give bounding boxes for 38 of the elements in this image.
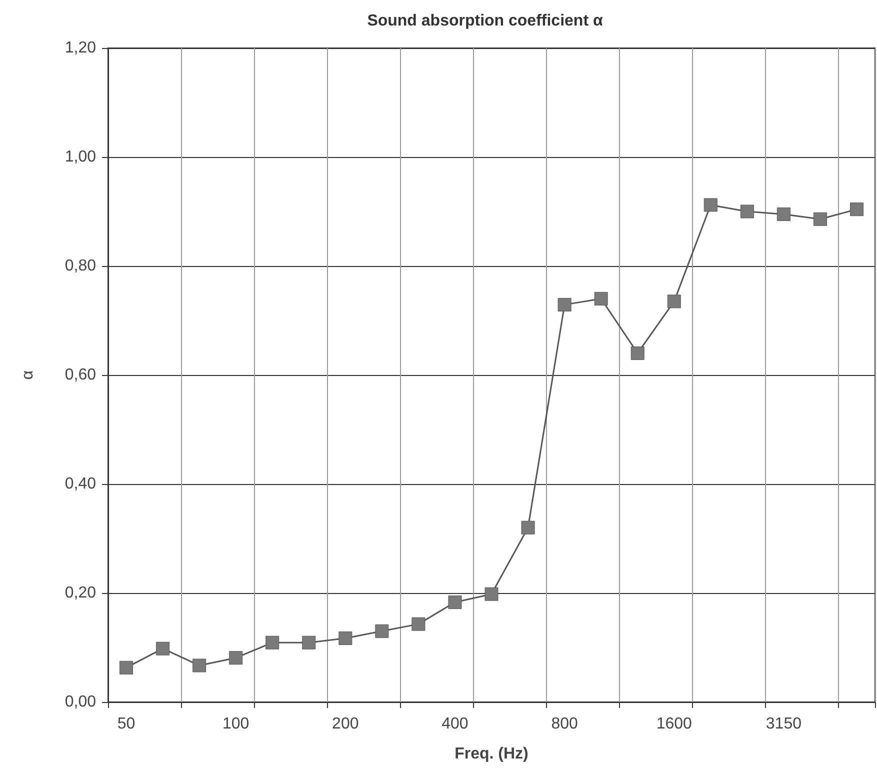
point	[448, 596, 462, 610]
x-tick-label: 3150	[766, 716, 802, 732]
point	[266, 636, 280, 650]
x-tick-label: 400	[442, 716, 468, 732]
point	[813, 212, 827, 226]
chart-title: Sound absorption coefficient α	[367, 12, 603, 30]
point	[704, 198, 718, 212]
y-tick-label: 0,40	[64, 476, 96, 492]
x-tick-label: 100	[222, 716, 250, 732]
point	[375, 624, 389, 638]
point	[120, 660, 134, 674]
point	[776, 207, 790, 221]
x-tick-label: 800	[551, 716, 578, 732]
x-tick-label: 1600	[656, 716, 692, 732]
x-tick-label: 200	[332, 716, 359, 732]
y-tick-label: 1,20	[64, 40, 96, 56]
point	[521, 520, 535, 534]
y-tick-label: 1,00	[64, 148, 96, 166]
point	[229, 651, 243, 665]
y-tick-label: 0,20	[64, 584, 96, 602]
point	[302, 636, 316, 650]
point	[558, 298, 572, 312]
y-axis-title: α	[20, 370, 36, 380]
point	[594, 292, 608, 306]
point	[667, 294, 681, 308]
point	[338, 631, 352, 645]
y-tick-label: 0,80	[64, 258, 96, 274]
point	[412, 617, 426, 631]
y-tick-label: 0,00	[64, 694, 96, 710]
point	[156, 642, 170, 656]
x-axis-title: Freq. (Hz)	[454, 746, 528, 762]
point	[740, 204, 754, 218]
point	[850, 202, 864, 216]
point	[630, 346, 644, 360]
y-tick-label: 0,60	[64, 366, 96, 384]
point	[484, 587, 498, 601]
point	[192, 658, 206, 672]
x-tick-label: 50	[117, 716, 136, 732]
